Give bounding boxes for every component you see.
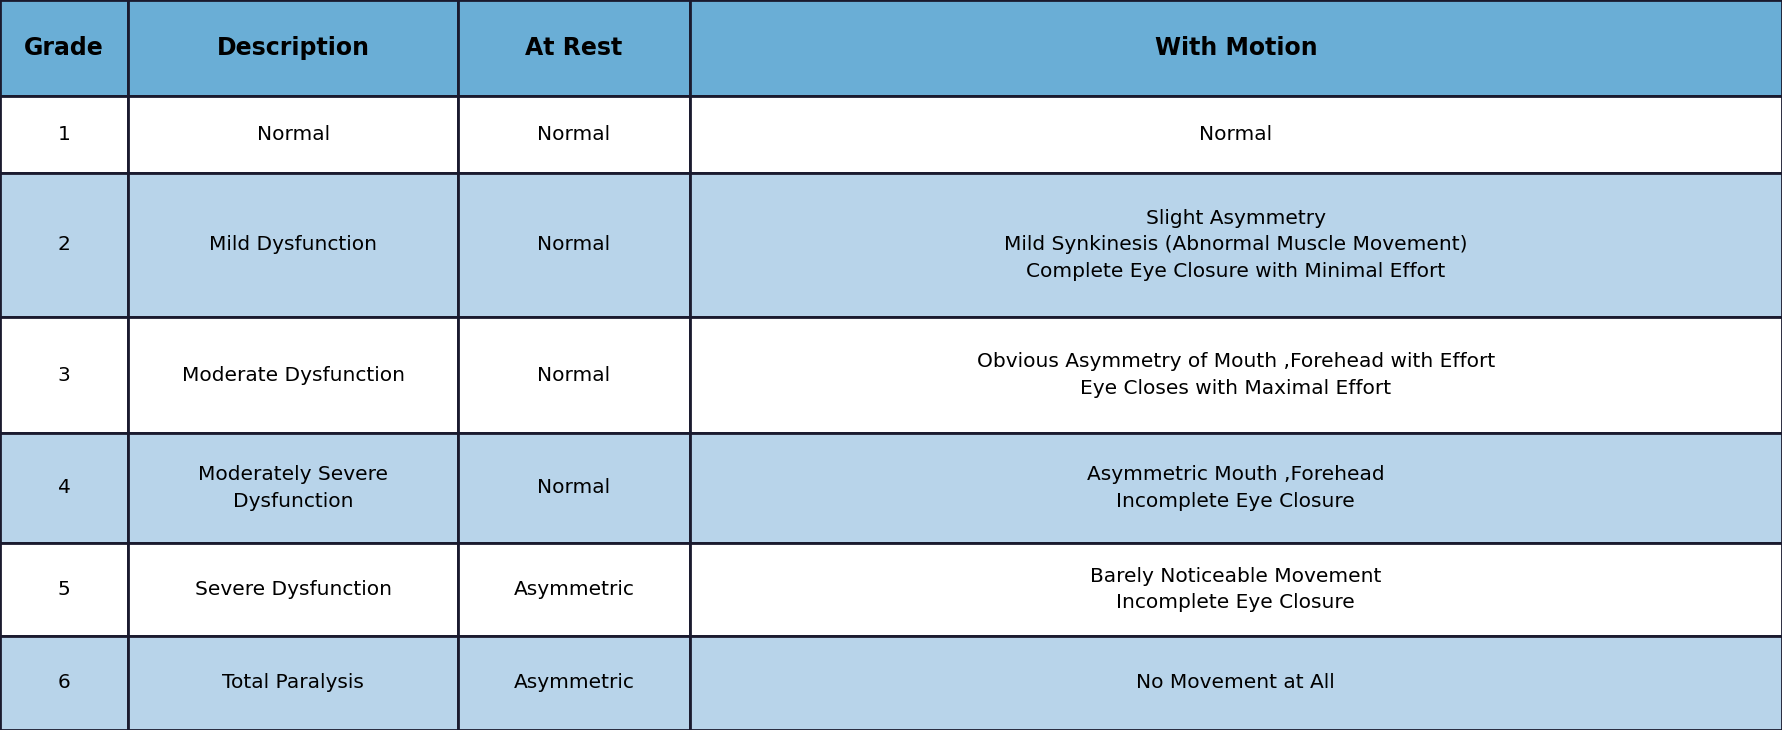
Text: 6: 6 [57,674,71,693]
Bar [690,433,1782,542]
Text: Obvious Asymmetry of Mouth ,Forehead with Effort
Eye Closes with Maximal Effort: Obvious Asymmetry of Mouth ,Forehead wit… [977,353,1495,398]
Text: Grade: Grade [25,36,103,60]
Text: Description: Description [217,36,369,60]
Bar [128,317,458,433]
Text: Normal: Normal [1199,125,1272,144]
Bar [458,173,690,317]
Bar [458,636,690,730]
Text: Normal: Normal [536,366,611,385]
Text: Normal: Normal [257,125,330,144]
Bar [690,0,1782,96]
Bar [128,433,458,542]
Text: 4: 4 [57,478,71,497]
Bar [0,542,128,636]
Bar [690,317,1782,433]
Text: Asymmetric: Asymmetric [513,580,634,599]
Bar [458,317,690,433]
Text: Asymmetric: Asymmetric [513,674,634,693]
Bar [458,96,690,173]
Bar [458,542,690,636]
Bar [128,0,458,96]
Text: Normal: Normal [536,478,611,497]
Bar [458,0,690,96]
Text: Total Paralysis: Total Paralysis [223,674,364,693]
Text: 2: 2 [57,236,71,255]
Bar [0,173,128,317]
Text: Slight Asymmetry
Mild Synkinesis (Abnormal Muscle Movement)
Complete Eye Closure: Slight Asymmetry Mild Synkinesis (Abnorm… [1003,209,1468,281]
Bar [458,433,690,542]
Text: Moderately Severe
Dysfunction: Moderately Severe Dysfunction [198,465,388,510]
Bar [128,96,458,173]
Text: Severe Dysfunction: Severe Dysfunction [194,580,392,599]
Bar [690,542,1782,636]
Text: 3: 3 [57,366,71,385]
Bar [0,433,128,542]
Text: Mild Dysfunction: Mild Dysfunction [208,236,378,255]
Bar [690,96,1782,173]
Bar [690,173,1782,317]
Bar [0,96,128,173]
Text: 5: 5 [57,580,71,599]
Text: At Rest: At Rest [526,36,622,60]
Bar [0,636,128,730]
Text: Barely Noticeable Movement
Incomplete Eye Closure: Barely Noticeable Movement Incomplete Ey… [1091,566,1381,612]
Text: 1: 1 [57,125,71,144]
Bar [128,636,458,730]
Text: Asymmetric Mouth ,Forehead
Incomplete Eye Closure: Asymmetric Mouth ,Forehead Incomplete Ey… [1087,465,1385,510]
Text: No Movement at All: No Movement at All [1137,674,1335,693]
Text: Normal: Normal [536,236,611,255]
Text: With Motion: With Motion [1155,36,1317,60]
Bar [690,636,1782,730]
Bar [128,542,458,636]
Bar [128,173,458,317]
Text: Normal: Normal [536,125,611,144]
Bar [0,317,128,433]
Text: Moderate Dysfunction: Moderate Dysfunction [182,366,405,385]
Bar [0,0,128,96]
